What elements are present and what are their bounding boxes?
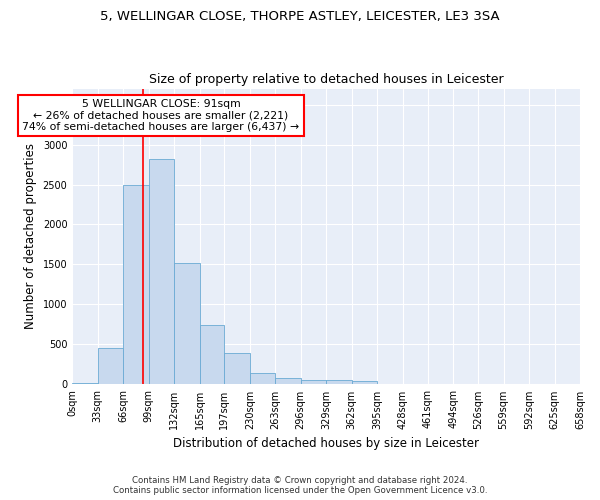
Bar [352,381,377,384]
Bar [98,348,123,385]
Bar [275,378,301,384]
Bar [123,184,149,384]
Bar [174,263,200,384]
X-axis label: Distribution of detached houses by size in Leicester: Distribution of detached houses by size … [173,437,479,450]
Text: Contains HM Land Registry data © Crown copyright and database right 2024.
Contai: Contains HM Land Registry data © Crown c… [113,476,487,495]
Bar [72,383,98,384]
Bar [301,380,326,384]
Title: Size of property relative to detached houses in Leicester: Size of property relative to detached ho… [149,73,503,86]
Bar [326,380,352,384]
Bar [224,353,250,384]
Bar [200,326,224,384]
Text: 5, WELLINGAR CLOSE, THORPE ASTLEY, LEICESTER, LE3 3SA: 5, WELLINGAR CLOSE, THORPE ASTLEY, LEICE… [100,10,500,23]
Text: 5 WELLINGAR CLOSE: 91sqm
← 26% of detached houses are smaller (2,221)
74% of sem: 5 WELLINGAR CLOSE: 91sqm ← 26% of detach… [22,99,299,132]
Bar [250,373,275,384]
Y-axis label: Number of detached properties: Number of detached properties [24,144,37,330]
Bar [149,159,174,384]
